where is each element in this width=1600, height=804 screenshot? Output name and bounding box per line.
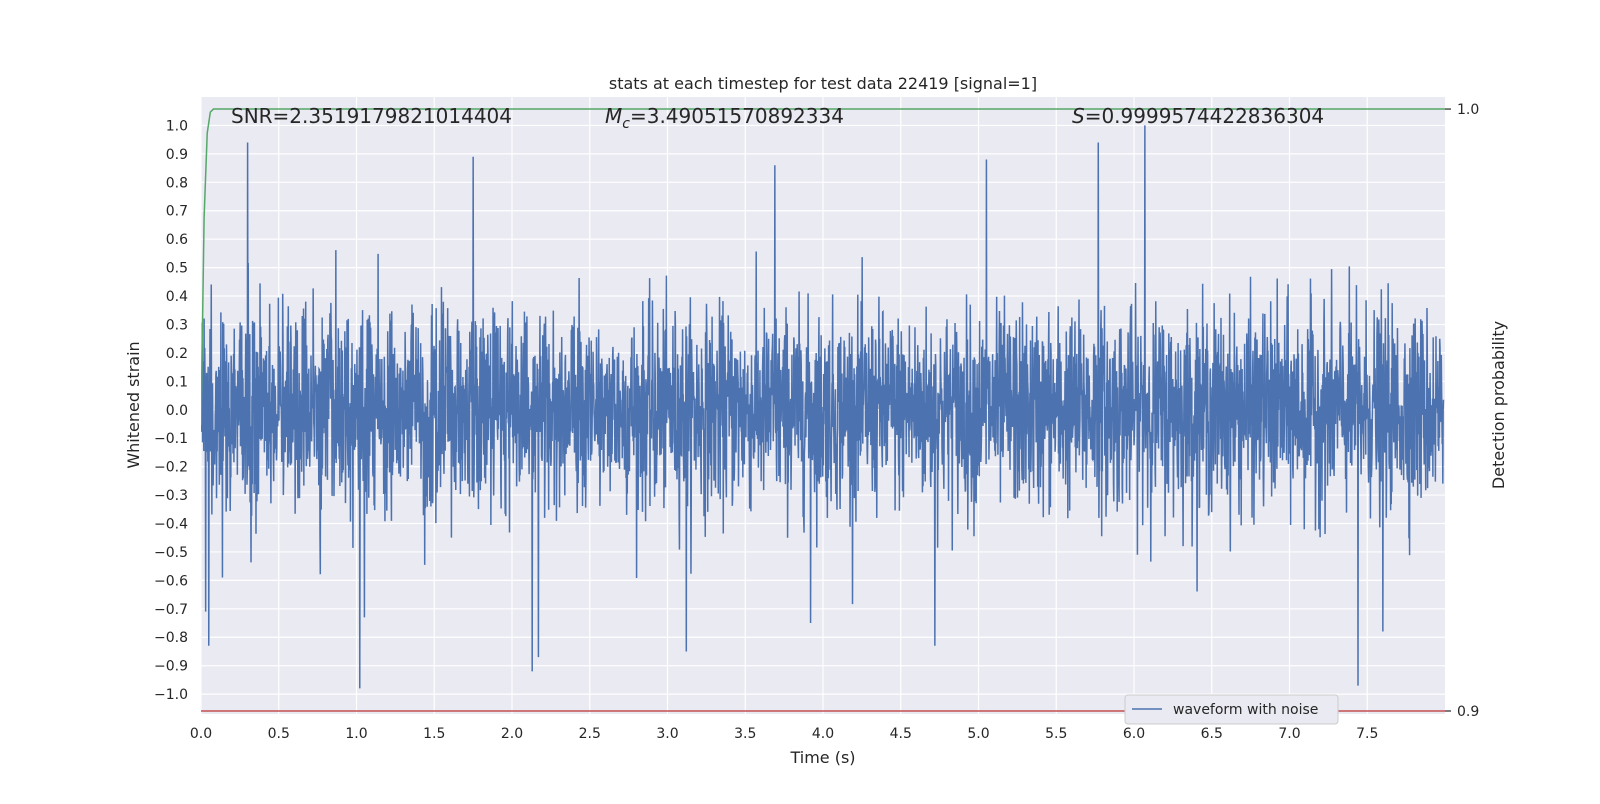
y-tick-label: −0.9 xyxy=(154,659,188,675)
x-tick-label: 6.5 xyxy=(1201,726,1223,742)
y2-axis-label: Detection probability xyxy=(1489,321,1508,489)
y-tick-label: 0.6 xyxy=(166,232,188,248)
y-tick-label: −0.8 xyxy=(154,630,188,646)
x-tick-label: 4.0 xyxy=(812,726,834,742)
chirp-mass-symbol: M xyxy=(605,104,622,128)
y-tick-label: 0.2 xyxy=(166,346,188,362)
y-tick-label: −0.3 xyxy=(154,488,188,504)
x-tick-label: 6.0 xyxy=(1123,726,1145,742)
y-axis-label: Whitened strain xyxy=(124,341,143,468)
y-tick-label: 0.9 xyxy=(166,147,188,163)
y-tick-label: 0.4 xyxy=(166,289,188,305)
x-tick-label: 0.5 xyxy=(268,726,290,742)
x-tick-label: 2.0 xyxy=(501,726,523,742)
legend-box xyxy=(1124,694,1339,725)
y-tick-label: −0.1 xyxy=(154,431,188,447)
x-tick-label: 0.0 xyxy=(190,726,212,742)
x-axis-label: Time (s) xyxy=(789,748,855,767)
ticks: 0.0 0.5 1.0 1.5 2.0 2.5 3.0 3.5 4.0 4.5 5.0 5.5 6.0 6… xyxy=(154,102,1479,742)
chirp-mass-annotation: Mc=3.49051570892334 xyxy=(605,104,844,132)
x-tick-label: 5.0 xyxy=(967,726,989,742)
series-detection-probability xyxy=(201,108,1445,426)
x-tick-label: 4.5 xyxy=(890,726,912,742)
x-tick-label: 2.5 xyxy=(579,726,601,742)
y-tick-label: 0.1 xyxy=(166,374,188,390)
x-tick-label: 3.0 xyxy=(656,726,678,742)
y-tick-label: −0.6 xyxy=(154,573,188,589)
snr-annotation: SNR=2.3519179821014404 xyxy=(231,104,512,128)
chart-title: stats at each timestep for test data 224… xyxy=(609,74,1037,93)
x-tick-label: 1.0 xyxy=(345,726,367,742)
series-waveform-with-noise xyxy=(201,125,1445,689)
y-tick-label: −0.2 xyxy=(154,460,188,476)
y-tick-label: −1.0 xyxy=(154,687,188,703)
x-tick-label: 1.5 xyxy=(423,726,445,742)
legend: waveform with noise xyxy=(1124,694,1339,725)
legend-label: waveform with noise xyxy=(1173,702,1318,718)
y2-tick-label: 0.9 xyxy=(1457,704,1479,720)
y-tick-label: 0.3 xyxy=(166,317,188,333)
y-tick-label: 0.8 xyxy=(166,175,188,191)
y-tick-label: −0.4 xyxy=(154,516,188,532)
y-tick-label: 0.5 xyxy=(166,261,188,277)
y-tick-label: 0.7 xyxy=(166,204,188,220)
s-annotation: S=0.9999574422836304 xyxy=(1072,104,1324,128)
x-tick-label: 3.5 xyxy=(734,726,756,742)
y-tick-label: −0.7 xyxy=(154,602,188,618)
s-symbol: S xyxy=(1072,104,1085,128)
y2-tick-label: 1.0 xyxy=(1457,102,1479,118)
chirp-mass-value: =3.49051570892334 xyxy=(630,104,844,128)
x-tick-label: 7.5 xyxy=(1356,726,1378,742)
chirp-mass-subscript: c xyxy=(622,116,630,132)
y-tick-label: 1.0 xyxy=(166,118,188,134)
y-tick-label: −0.5 xyxy=(154,545,188,561)
x-tick-label: 7.0 xyxy=(1278,726,1300,742)
x-tick-label: 5.5 xyxy=(1045,726,1067,742)
s-value: =0.9999574422836304 xyxy=(1085,104,1324,128)
y-tick-label: 0.0 xyxy=(166,403,188,419)
